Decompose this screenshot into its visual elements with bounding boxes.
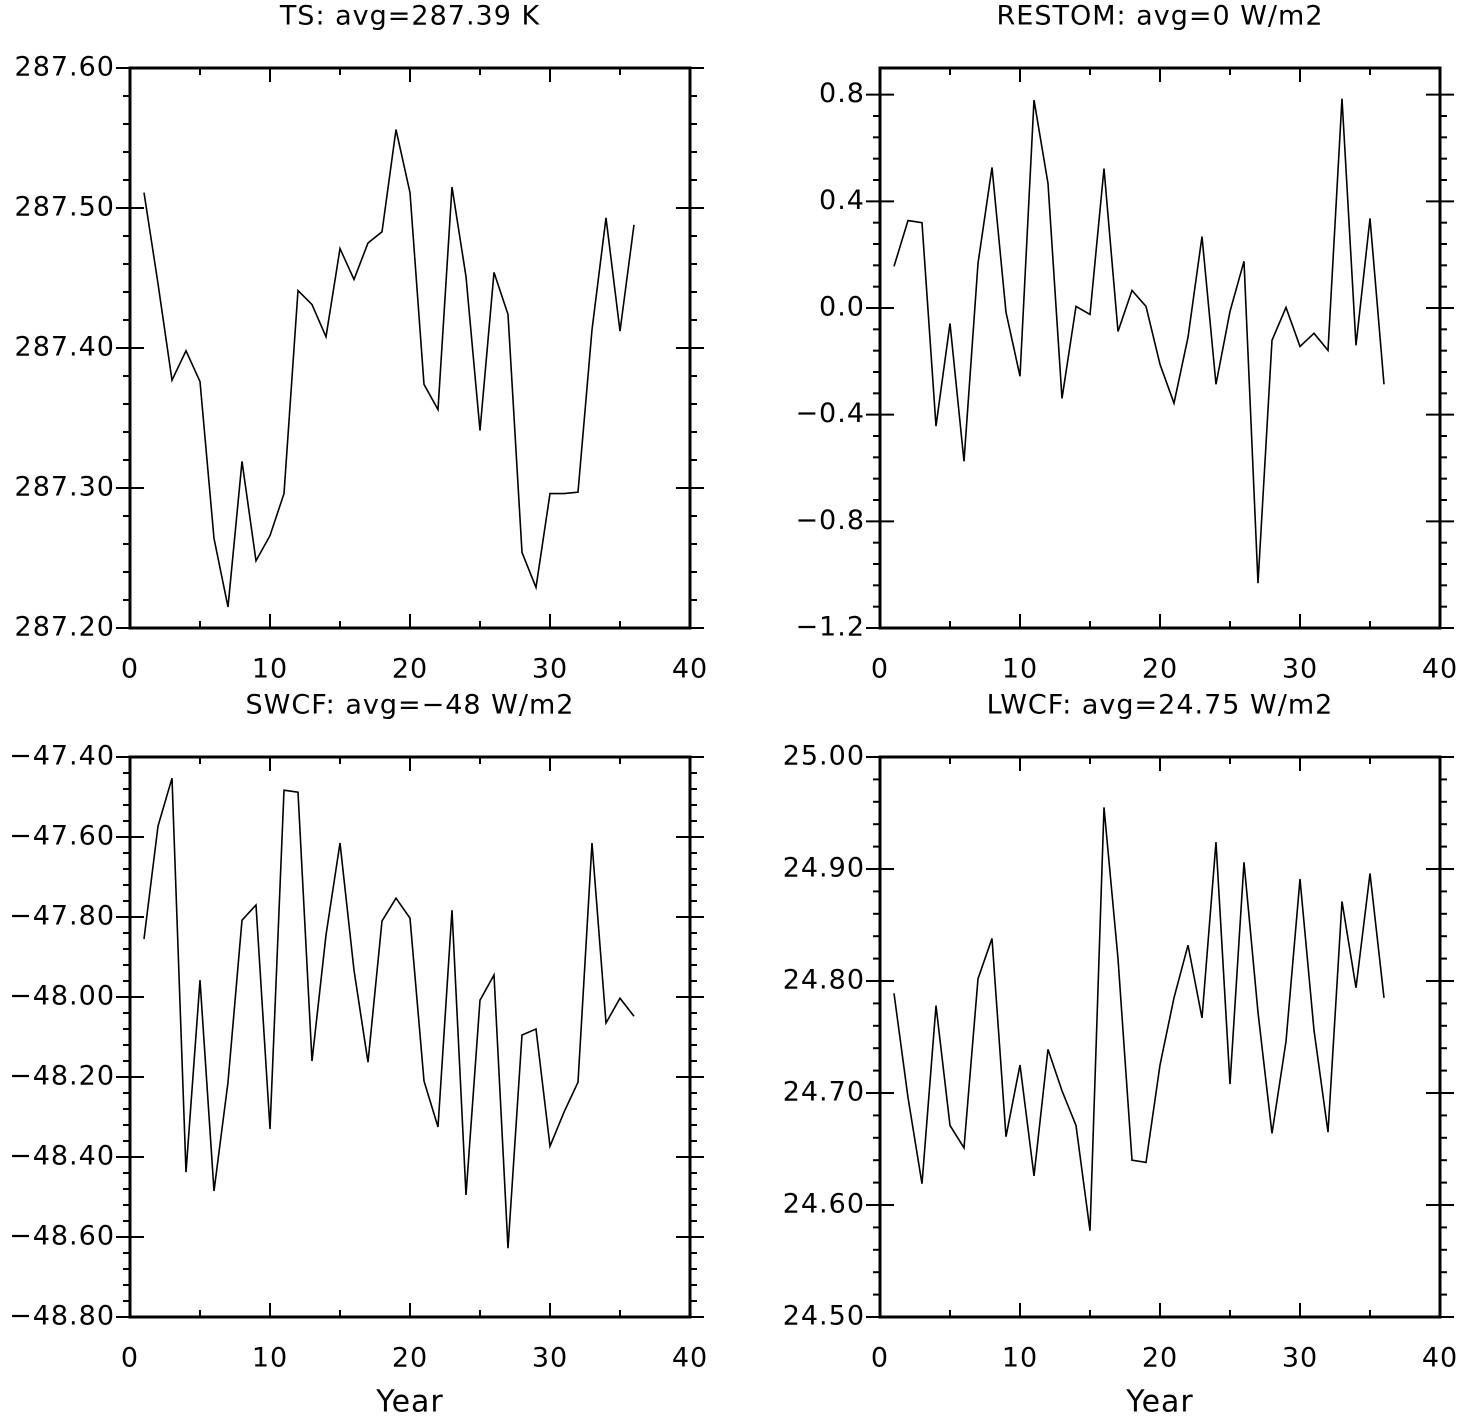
y-tick-label: −47.80: [9, 901, 115, 932]
y-tick-label: 24.60: [783, 1189, 865, 1220]
x-tick-label: 30: [1282, 654, 1318, 685]
plot-frame: [878, 66, 1442, 630]
y-tick-label: 287.50: [15, 192, 115, 223]
x-tick-label: 40: [672, 1343, 708, 1374]
x-tick-label: 20: [392, 1343, 428, 1374]
y-tick-label: −48.60: [9, 1221, 115, 1252]
chart-title: TS: avg=287.39 K: [279, 1, 541, 32]
y-tick-label: 24.70: [783, 1077, 865, 1108]
x-tick-label: 40: [1422, 654, 1457, 685]
chart-title: LWCF: avg=24.75 W/m2: [987, 690, 1334, 721]
y-tick-label: −0.8: [795, 505, 865, 536]
y-tick-label: 287.20: [15, 612, 115, 643]
y-tick-label: −0.4: [795, 398, 865, 429]
plot-frame: [128, 66, 692, 630]
y-tick-label: 24.90: [783, 853, 865, 884]
x-tick-label: 20: [1142, 1343, 1178, 1374]
x-tick-label: 0: [121, 654, 139, 685]
x-tick-label: 0: [871, 654, 889, 685]
x-tick-label: 10: [1002, 654, 1038, 685]
y-tick-label: 25.00: [783, 741, 865, 772]
x-axis-label: Year: [375, 1385, 444, 1416]
data-line: [143, 129, 635, 608]
y-tick-label: 24.50: [783, 1301, 865, 1332]
x-tick-label: 30: [1282, 1343, 1318, 1374]
data-line: [893, 807, 1385, 1231]
x-tick-label: 0: [871, 1343, 889, 1374]
y-tick-label: 0.0: [819, 292, 865, 323]
data-line: [893, 98, 1385, 584]
y-tick-label: −47.60: [9, 821, 115, 852]
x-axis-label: Year: [1125, 1385, 1194, 1416]
plot-frame: [128, 755, 692, 1319]
data-line: [143, 777, 635, 1249]
x-tick-label: 10: [252, 654, 288, 685]
y-tick-label: −47.40: [9, 741, 115, 772]
y-tick-label: −48.20: [9, 1061, 115, 1092]
y-tick-label: −1.2: [795, 612, 865, 643]
y-tick-label: 0.8: [819, 78, 865, 109]
x-tick-label: 40: [1422, 1343, 1457, 1374]
x-tick-label: 10: [252, 1343, 288, 1374]
plot-frame: [878, 755, 1442, 1319]
x-tick-label: 20: [392, 654, 428, 685]
chart-title: RESTOM: avg=0 W/m2: [997, 1, 1324, 32]
y-tick-label: −48.80: [9, 1301, 115, 1332]
x-tick-label: 30: [532, 1343, 568, 1374]
x-tick-label: 30: [532, 654, 568, 685]
x-tick-label: 0: [121, 1343, 139, 1374]
y-tick-label: −48.40: [9, 1141, 115, 1172]
y-tick-label: 24.80: [783, 965, 865, 996]
y-tick-label: 0.4: [819, 185, 865, 216]
chart-title: SWCF: avg=−48 W/m2: [246, 690, 575, 721]
x-tick-label: 20: [1142, 654, 1178, 685]
y-tick-label: −48.00: [9, 981, 115, 1012]
y-tick-label: 287.40: [15, 332, 115, 363]
y-tick-label: 287.60: [15, 52, 115, 83]
x-tick-label: 40: [672, 654, 708, 685]
y-tick-label: 287.30: [15, 472, 115, 503]
x-tick-label: 10: [1002, 1343, 1038, 1374]
